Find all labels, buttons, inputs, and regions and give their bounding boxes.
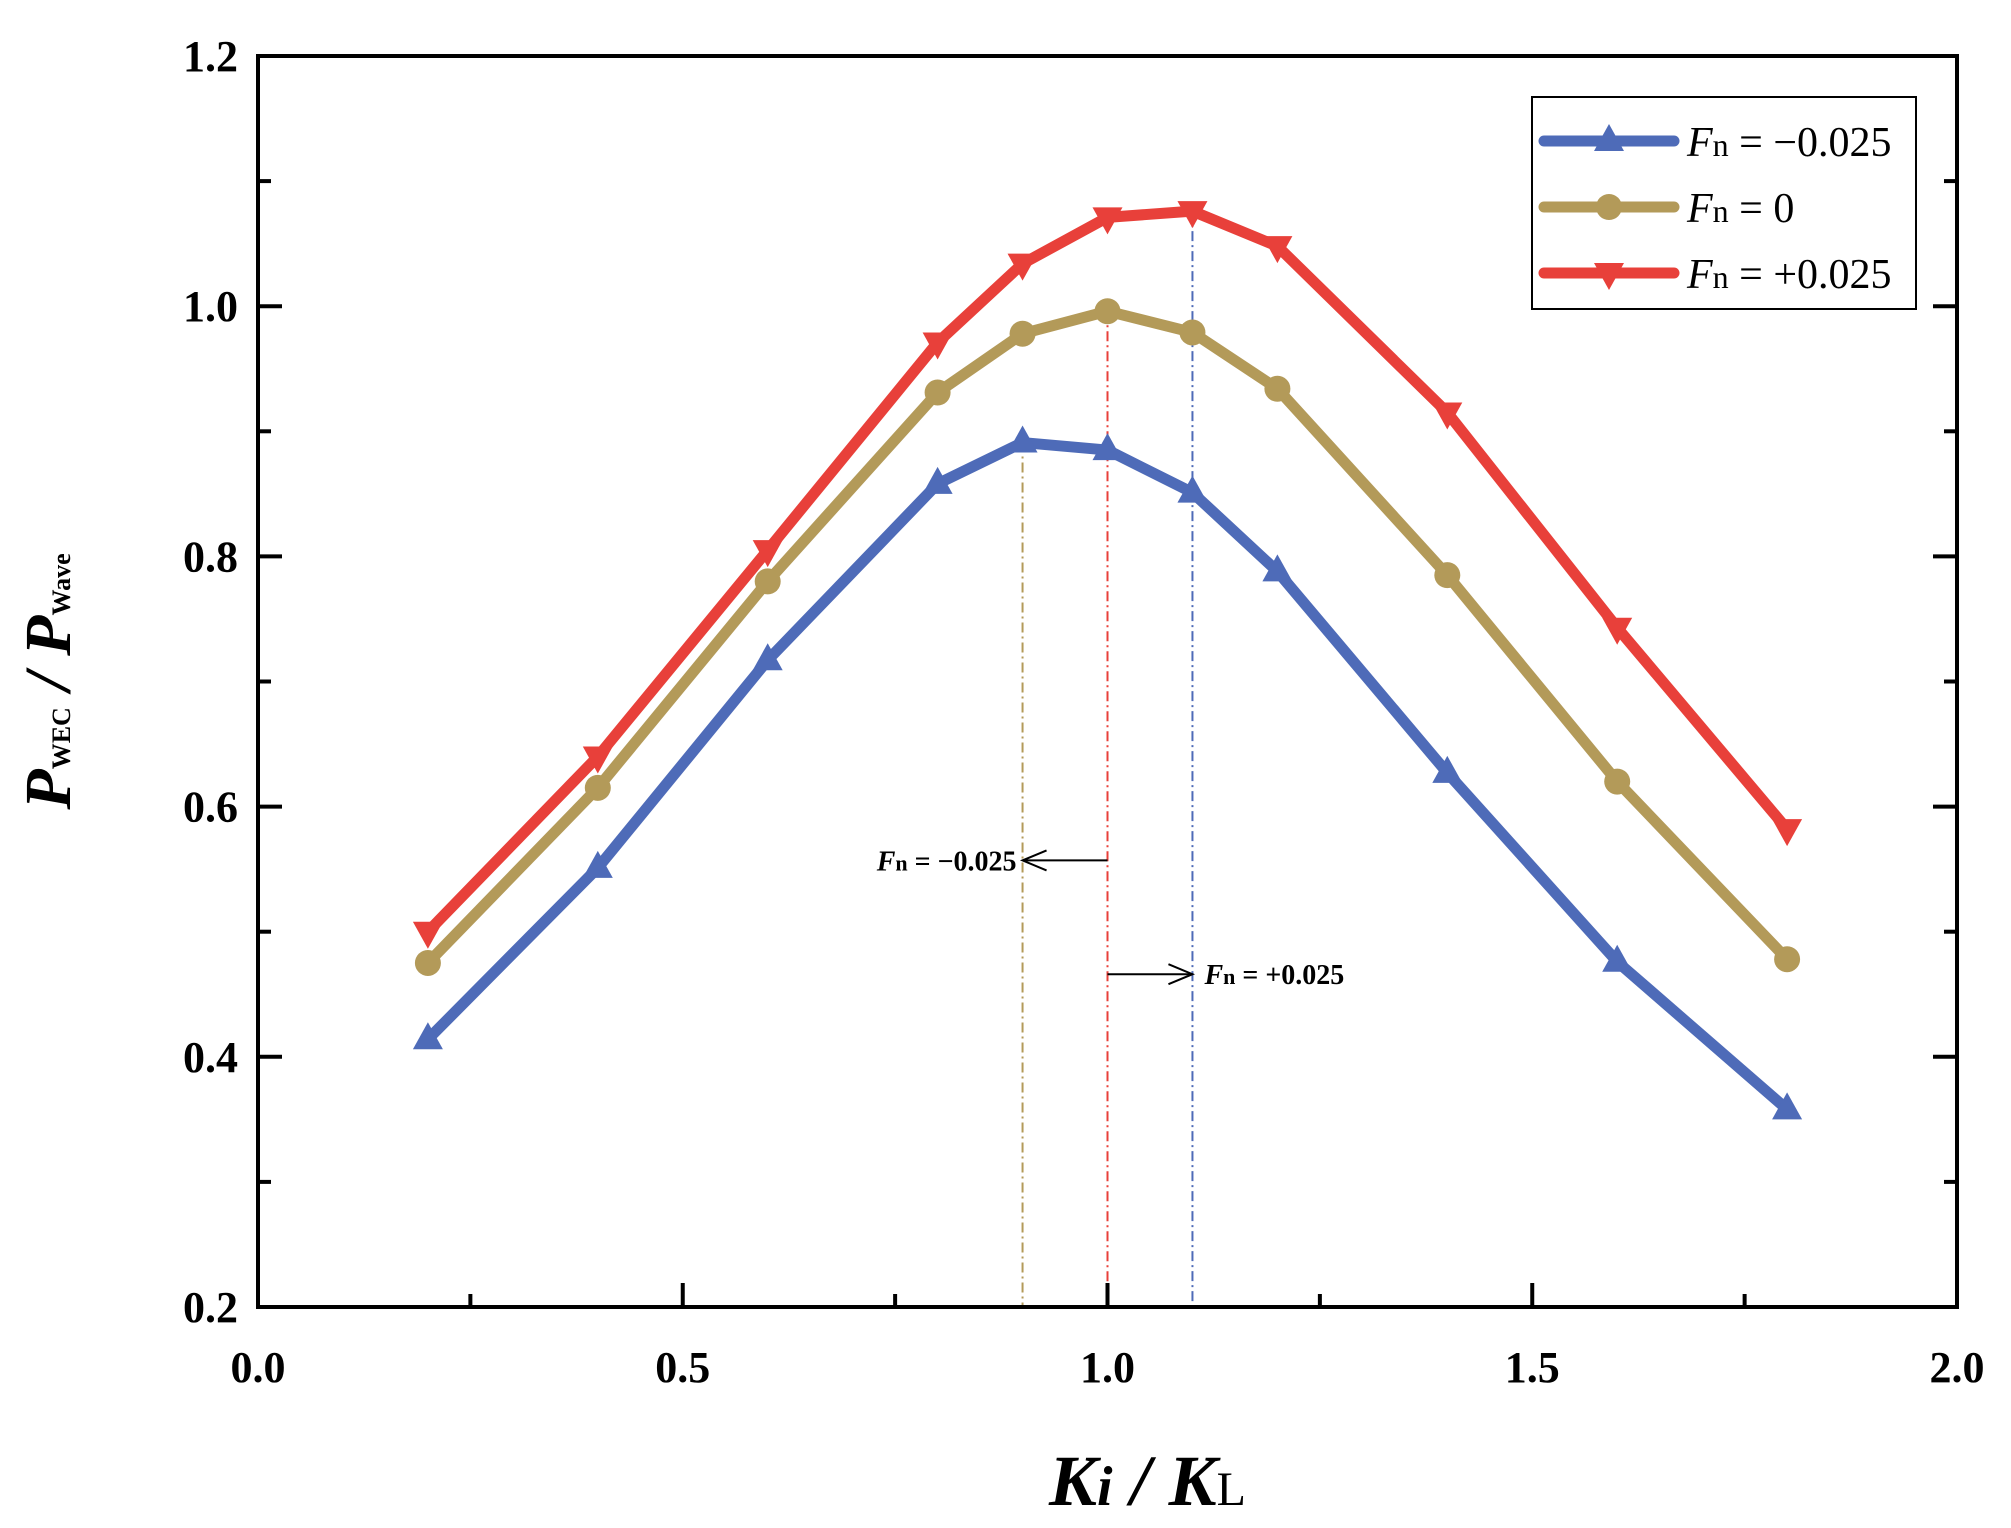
data-point-2-0 xyxy=(412,921,443,949)
data-point-0-4 xyxy=(1007,425,1038,453)
data-point-2-4 xyxy=(1007,253,1038,281)
y-tick-label-0: 0.2 xyxy=(183,1283,238,1332)
y-tick-label-3: 0.8 xyxy=(183,532,238,581)
y-axis-label: PWEC / PWave xyxy=(12,553,85,810)
data-point-2-1 xyxy=(582,746,613,774)
legend-value: = −0.025 xyxy=(1729,120,1892,166)
data-point-2-3 xyxy=(922,332,953,360)
annotation-arrow-head-0 xyxy=(1019,849,1047,872)
x-tick-label-1: 0.5 xyxy=(655,1343,710,1392)
legend-marker-0 xyxy=(1594,124,1624,151)
data-point-1-1 xyxy=(584,774,611,801)
data-point-0-7 xyxy=(1262,554,1293,582)
data-point-1-0 xyxy=(414,949,441,976)
data-point-0-8 xyxy=(1432,755,1463,783)
data-point-1-2 xyxy=(754,568,781,595)
legend-label-1: Fn = 0 xyxy=(1686,186,1794,232)
data-point-1-9 xyxy=(1604,768,1631,795)
y-tick-label-1: 0.4 xyxy=(183,1033,238,1082)
legend-subscript: n xyxy=(1713,259,1729,295)
x-axis-label-sep: / xyxy=(1113,1441,1169,1521)
legend-value: = +0.025 xyxy=(1729,252,1892,298)
data-point-2-5 xyxy=(1092,207,1123,235)
annotation-label-1: Fn = +0.025 xyxy=(1203,960,1344,991)
y-tick-label-2: 0.6 xyxy=(183,783,238,832)
data-point-2-8 xyxy=(1432,402,1463,430)
data-point-2-10 xyxy=(1772,819,1803,847)
annotation-value: = −0.025 xyxy=(908,846,1017,877)
x-axis-label-sub: i xyxy=(1097,1456,1113,1518)
series-1 xyxy=(414,298,1801,976)
y-tick-label-5: 1.2 xyxy=(183,32,238,81)
data-point-1-3 xyxy=(924,379,951,406)
annotation-symbol: F xyxy=(1203,960,1223,991)
data-point-0-3 xyxy=(922,466,953,494)
x-tick-label-0: 0.0 xyxy=(231,1343,286,1392)
x-tick-label-4: 2.0 xyxy=(1930,1343,1985,1392)
legend-label-2: Fn = +0.025 xyxy=(1686,252,1892,298)
data-point-0-5 xyxy=(1092,433,1123,461)
legend-subscript: n xyxy=(1713,127,1729,163)
y-axis-label-main2: P xyxy=(12,615,85,657)
y-tick-label-4: 1.0 xyxy=(183,282,238,331)
y-axis-label-sub2: Wave xyxy=(47,553,76,615)
annotation-subscript: n xyxy=(895,850,907,875)
legend-marker-2 xyxy=(1594,263,1624,290)
data-point-1-5 xyxy=(1094,298,1121,325)
legend-value: = 0 xyxy=(1729,186,1795,232)
legend-subscript: n xyxy=(1713,193,1729,229)
series-2 xyxy=(412,201,1803,949)
data-point-0-10 xyxy=(1772,1092,1803,1120)
data-point-1-4 xyxy=(1009,320,1036,347)
data-point-2-9 xyxy=(1602,617,1633,645)
series-0 xyxy=(412,425,1803,1120)
data-point-2-2 xyxy=(752,540,783,568)
data-point-0-0 xyxy=(412,1022,443,1050)
x-axis-label-main2: K xyxy=(1168,1441,1222,1521)
data-point-1-8 xyxy=(1434,562,1461,589)
legend-label-0: Fn = −0.025 xyxy=(1686,120,1892,166)
x-axis-label-main: K xyxy=(1048,1441,1102,1521)
legend-marker-1 xyxy=(1596,194,1622,220)
x-tick-label-3: 1.5 xyxy=(1505,1343,1560,1392)
series-layer xyxy=(412,201,1803,1120)
data-point-1-6 xyxy=(1179,319,1206,346)
annotation-label-0: Fn = −0.025 xyxy=(876,846,1017,877)
annotation-value: = +0.025 xyxy=(1235,960,1344,991)
annotation-0: Fn = −0.025 xyxy=(876,846,1108,877)
data-point-0-2 xyxy=(752,643,783,671)
reference-lines xyxy=(1021,211,1194,1307)
axes: 0.0 0.5 1.0 1.5 2.0 0.2 0.4 0.6 0.8 1.0 1.2 xyxy=(183,32,1985,1392)
y-axis-label-sep: / xyxy=(12,656,85,707)
legend-entry-2: Fn = +0.025 xyxy=(1538,252,1892,298)
x-axis-label-sub2: L xyxy=(1217,1463,1246,1516)
legend-symbol: F xyxy=(1686,186,1713,232)
legend-symbol: F xyxy=(1686,252,1713,298)
data-point-0-6 xyxy=(1177,475,1208,503)
x-tick-label-2: 1.0 xyxy=(1080,1343,1135,1392)
y-axis-label-sub: WEC xyxy=(47,707,76,769)
annotation-symbol: F xyxy=(876,846,896,877)
annotation-1: Fn = +0.025 xyxy=(1107,960,1344,991)
data-point-2-6 xyxy=(1177,201,1208,229)
y-axis-label-main: P xyxy=(12,769,85,811)
annotation-subscript: n xyxy=(1223,964,1235,989)
data-point-1-10 xyxy=(1774,946,1801,973)
data-point-1-7 xyxy=(1264,375,1291,402)
annotation-arrow-head-1 xyxy=(1168,963,1196,986)
legend-entry-1: Fn = 0 xyxy=(1538,186,1794,232)
data-point-2-7 xyxy=(1262,236,1293,264)
legend-entry-0: Fn = −0.025 xyxy=(1538,120,1892,166)
data-point-0-1 xyxy=(582,850,613,878)
x-axis-label: Ki / KL xyxy=(1048,1441,1246,1521)
data-point-0-9 xyxy=(1602,944,1633,972)
legend-symbol: F xyxy=(1686,120,1713,166)
